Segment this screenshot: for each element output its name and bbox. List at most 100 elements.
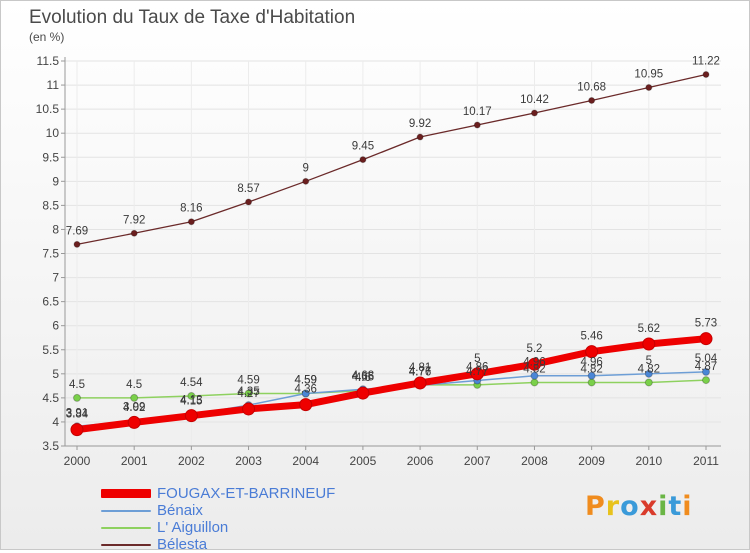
data-point-belesta (359, 156, 367, 164)
data-point-fougax-et-barrineuf (299, 398, 313, 412)
data-point-fougax-et-barrineuf (413, 376, 427, 390)
data-point-l-aiguillon (702, 376, 710, 385)
x-tick-label: 2001 (121, 454, 148, 468)
x-tick-label: 2008 (521, 454, 548, 468)
data-point-fougax-et-barrineuf (699, 332, 713, 346)
data-label-fougax-et-barrineuf: 4.36 (295, 384, 317, 396)
data-label-fougax-et-barrineuf: 5.2 (526, 343, 542, 355)
data-point-l-aiguillon (73, 393, 81, 402)
data-label-l-aiguillon: 4.82 (580, 363, 602, 375)
data-point-belesta (645, 83, 653, 91)
y-tick-label: 4 (52, 415, 59, 429)
proxiti-logo: Proxiti (585, 491, 693, 522)
y-axis-unit: (en %) (29, 30, 65, 44)
data-label-l-aiguillon: 4.5 (69, 379, 85, 391)
y-tick-label: 11.5 (37, 54, 60, 68)
data-point-benaix (644, 369, 653, 378)
data-point-l-aiguillon (187, 391, 196, 400)
data-label-belesta: 7.92 (123, 214, 145, 226)
data-label-benaix: 4.59 (295, 375, 317, 387)
data-label-belesta: 7.69 (66, 225, 88, 237)
data-label-belesta: 9.92 (409, 118, 431, 130)
data-label-benaix: 5 (646, 355, 652, 367)
data-point-fougax-et-barrineuf (242, 402, 256, 416)
data-point-belesta (530, 109, 538, 117)
y-tick-label: 4.5 (42, 391, 59, 405)
data-point-belesta (302, 177, 310, 185)
data-point-fougax-et-barrineuf (356, 386, 370, 400)
data-label-l-aiguillon: 4.59 (237, 375, 259, 387)
data-label-fougax-et-barrineuf: 4.81 (409, 362, 431, 374)
data-point-belesta (130, 229, 138, 237)
data-point-benaix (530, 371, 539, 380)
data-label-l-aiguillon: 4.54 (180, 377, 203, 389)
data-label-l-aiguillon: 4.59 (295, 375, 317, 387)
data-label-benaix: 4.96 (523, 357, 545, 369)
x-tick-label: 2010 (635, 454, 662, 468)
data-point-benaix (702, 367, 710, 376)
data-label-fougax-et-barrineuf: 5.46 (580, 331, 602, 343)
legend-swatch (101, 509, 151, 512)
data-point-l-aiguillon (587, 378, 596, 387)
data-point-fougax-et-barrineuf (70, 423, 84, 437)
data-label-fougax-et-barrineuf: 3.99 (123, 401, 145, 413)
legend-label: L' Aiguillon (157, 519, 229, 536)
data-label-l-aiguillon: 4.65 (352, 372, 374, 384)
x-tick-label: 2006 (407, 454, 434, 468)
x-tick-label: 2007 (464, 454, 491, 468)
data-point-belesta (416, 133, 424, 141)
series-line-belesta (76, 73, 707, 246)
y-tick-label: 11 (47, 78, 60, 92)
data-point-fougax-et-barrineuf (470, 367, 484, 381)
data-label-l-aiguillon: 4.77 (409, 366, 431, 378)
y-tick-label: 6.5 (42, 295, 59, 309)
data-label-fougax-et-barrineuf: 4.6 (355, 372, 371, 384)
data-point-l-aiguillon (644, 378, 653, 387)
legend-label: Bélesta (157, 536, 208, 553)
chart-title: Evolution du Taux de Taxe d'Habitation (29, 7, 356, 28)
legend-swatch (101, 489, 151, 498)
y-tick-label: 9 (52, 174, 59, 188)
legend-swatch (101, 543, 151, 546)
data-label-belesta: 8.57 (237, 183, 259, 195)
data-point-benaix (301, 389, 310, 398)
x-tick-label: 2009 (578, 454, 605, 468)
y-tick-label: 7.5 (42, 247, 59, 261)
data-label-fougax-et-barrineuf: 4.27 (237, 388, 259, 400)
data-point-l-aiguillon (244, 389, 253, 398)
y-tick-label: 9.5 (42, 150, 59, 164)
data-label-benaix: 4.15 (180, 396, 202, 408)
data-label-belesta: 10.17 (463, 106, 492, 118)
x-tick-label: 2011 (693, 454, 719, 468)
legend-label: FOUGAX-ET-BARRINEUF (157, 485, 336, 502)
data-label-belesta: 11.22 (692, 55, 720, 67)
y-tick-label: 8 (52, 222, 59, 236)
y-tick-label: 5.5 (42, 343, 59, 357)
data-label-benaix: 4.76 (409, 366, 431, 378)
y-tick-label: 7 (52, 271, 59, 285)
data-point-belesta (702, 70, 710, 78)
data-point-l-aiguillon (130, 393, 139, 402)
y-tick-label: 10 (46, 126, 60, 140)
data-point-belesta (187, 218, 195, 226)
series-line-fougax-et-barrineuf (73, 335, 710, 434)
x-tick-label: 2005 (350, 454, 377, 468)
data-label-benaix: 4.86 (466, 362, 488, 374)
data-label-fougax-et-barrineuf: 3.84 (66, 409, 89, 421)
data-label-benaix: 4.02 (123, 402, 145, 414)
data-point-fougax-et-barrineuf (585, 345, 599, 359)
data-label-fougax-et-barrineuf: 5 (474, 353, 480, 365)
y-tick-label: 8.5 (42, 198, 59, 212)
y-tick-label: 5 (52, 367, 59, 381)
data-label-l-aiguillon: 4.87 (695, 361, 717, 373)
data-point-fougax-et-barrineuf (527, 357, 541, 371)
legend-swatch (101, 526, 151, 529)
x-tick-label: 2003 (235, 454, 262, 468)
data-label-benaix: 4.35 (237, 386, 259, 398)
x-tick-label: 2000 (64, 454, 91, 468)
data-label-belesta: 10.68 (577, 81, 606, 93)
x-tick-label: 2002 (178, 454, 205, 468)
data-point-fougax-et-barrineuf (127, 415, 141, 429)
